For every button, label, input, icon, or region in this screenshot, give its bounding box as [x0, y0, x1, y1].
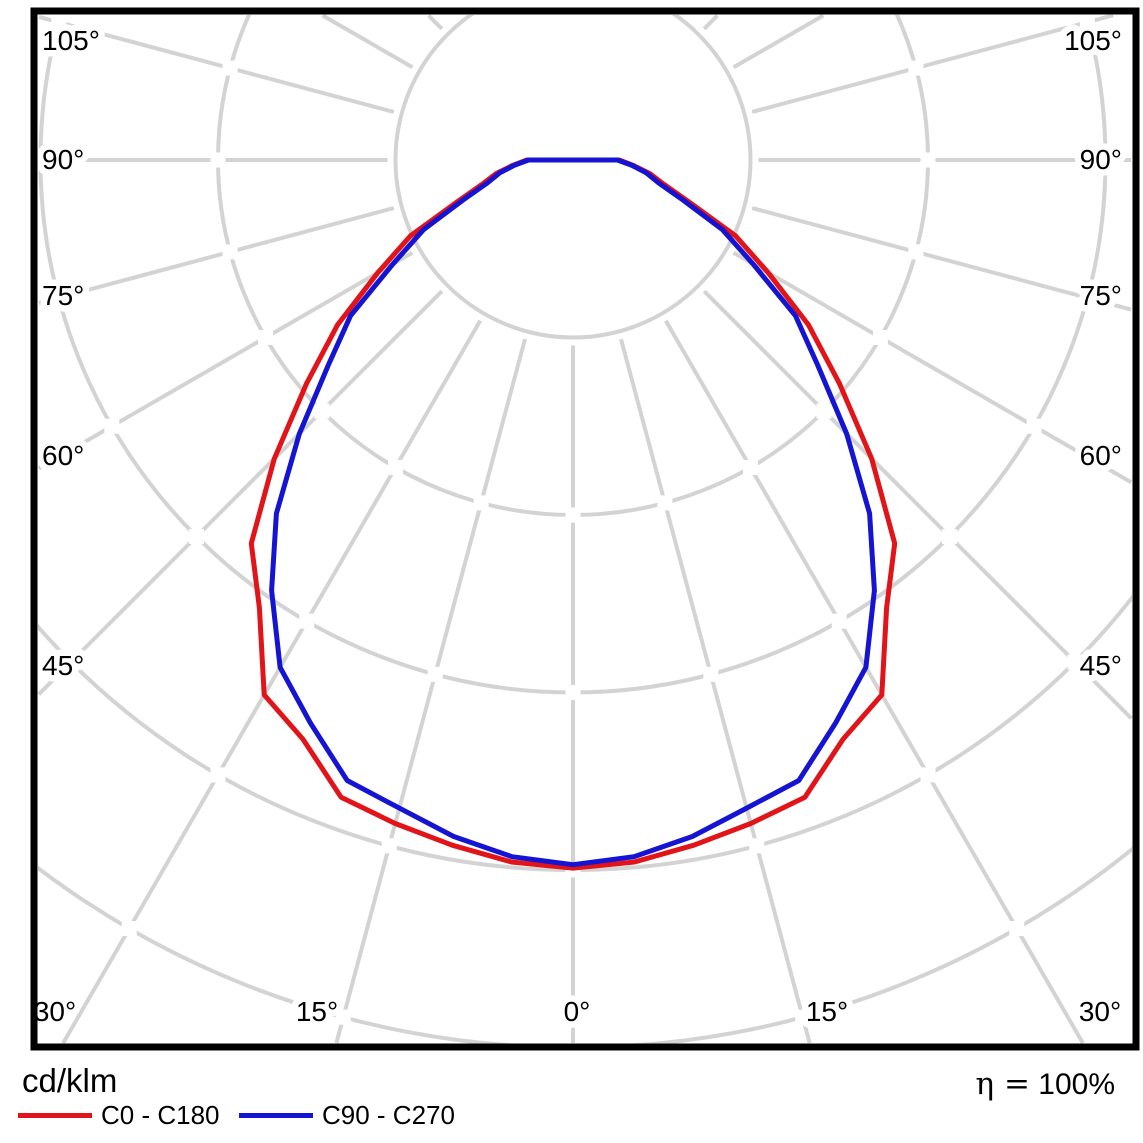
grid-ray--60	[37, 251, 414, 471]
grid-intersection-gap	[51, 14, 67, 30]
grid-intersection-gap	[314, 403, 330, 419]
grid-intersection-gap	[222, 244, 238, 260]
plot-border	[30, 7, 1140, 1051]
angle-label-bottom-4-30°: 30°	[1079, 996, 1121, 1027]
angle-label-right-105°: 105°	[1064, 25, 1122, 56]
grid-intersection-gap	[920, 767, 936, 783]
curve-c90-c270	[269, 157, 877, 868]
grid-intersection-gap	[749, 838, 765, 854]
grid-ray--75	[38, 206, 395, 306]
grid-ray--135	[427, 14, 444, 31]
angle-label-bottom-0-30°: 30°	[34, 996, 76, 1027]
angle-label-left-45°: 45°	[42, 650, 84, 681]
grid-intersection-gap	[121, 921, 137, 937]
angle-label-right-60°: 60°	[1080, 440, 1122, 471]
grid-intersection-gap	[908, 244, 924, 260]
angle-label-left-60°: 60°	[42, 440, 84, 471]
grid-intersection-gap	[1009, 921, 1025, 937]
grid-intersection-gap	[188, 529, 204, 545]
angle-label-right-90°: 90°	[1080, 144, 1122, 175]
grid-intersection-gap	[1079, 14, 1095, 30]
grid-intersection-gap	[381, 838, 397, 854]
grid-intersection-gap	[427, 666, 443, 682]
grid-intersection-gap	[1026, 418, 1042, 434]
grid-intersection-gap	[63, 654, 79, 670]
grid-intersection-gap	[831, 613, 847, 629]
grid-ray-120	[732, 13, 825, 69]
curve-c0-c180	[248, 157, 898, 871]
grid-ray-75	[751, 206, 1132, 312]
grid-intersection-gap	[51, 290, 67, 306]
grid-ray--120	[321, 13, 414, 69]
grid-intersection-gap	[1098, 152, 1113, 168]
grid-ray-45	[702, 289, 1133, 720]
grid-intersection-gap	[703, 666, 719, 682]
grid-ring-1	[393, 15, 753, 340]
grid-intersection-gap	[908, 60, 924, 76]
grid-intersection-gap	[210, 152, 226, 168]
grid-ray--105	[38, 14, 395, 114]
angle-label-left-105°: 105°	[42, 25, 100, 56]
grid-intersection-gap	[942, 529, 958, 545]
angle-label-right-75°: 75°	[1080, 280, 1122, 311]
grid-intersection-gap	[920, 152, 936, 168]
grid-intersection-gap	[565, 685, 581, 700]
grid-intersection-gap	[210, 767, 226, 783]
grid-ray-135	[702, 14, 719, 31]
angle-label-bottom-1-15°: 15°	[296, 996, 338, 1027]
grid-intersection-gap	[657, 495, 673, 511]
grid-intersection-gap	[795, 1009, 811, 1025]
grid-intersection-gap	[388, 459, 403, 475]
grid-ray-60	[732, 251, 1133, 484]
grid-intersection-gap	[335, 1009, 351, 1025]
grid-ray-105	[751, 13, 1114, 114]
grid-ray--15	[334, 338, 527, 1044]
angle-label-bottom-2-0°: 0°	[564, 996, 591, 1027]
grid-intersection-gap	[1067, 654, 1083, 670]
grid-ray-15	[619, 338, 812, 1044]
grid-intersection-gap	[104, 418, 120, 434]
grid-intersection-gap	[299, 613, 315, 629]
grid-intersection-gap	[473, 495, 489, 511]
angle-label-right-45°: 45°	[1080, 650, 1122, 681]
grid-intersection-gap	[1079, 290, 1095, 306]
grid-intersection-gap	[743, 459, 758, 475]
angle-label-left-75°: 75°	[42, 280, 84, 311]
grid-ray--45	[37, 289, 444, 696]
grid-intersection-gap	[258, 330, 274, 345]
angle-label-bottom-3-15°: 15°	[806, 996, 848, 1027]
grid-intersection-gap	[816, 403, 832, 419]
grid-intersection-gap	[872, 330, 888, 345]
angle-label-left-90°: 90°	[42, 144, 84, 175]
grid-intersection-gap	[565, 507, 581, 523]
grid-intersection-gap	[222, 60, 238, 76]
